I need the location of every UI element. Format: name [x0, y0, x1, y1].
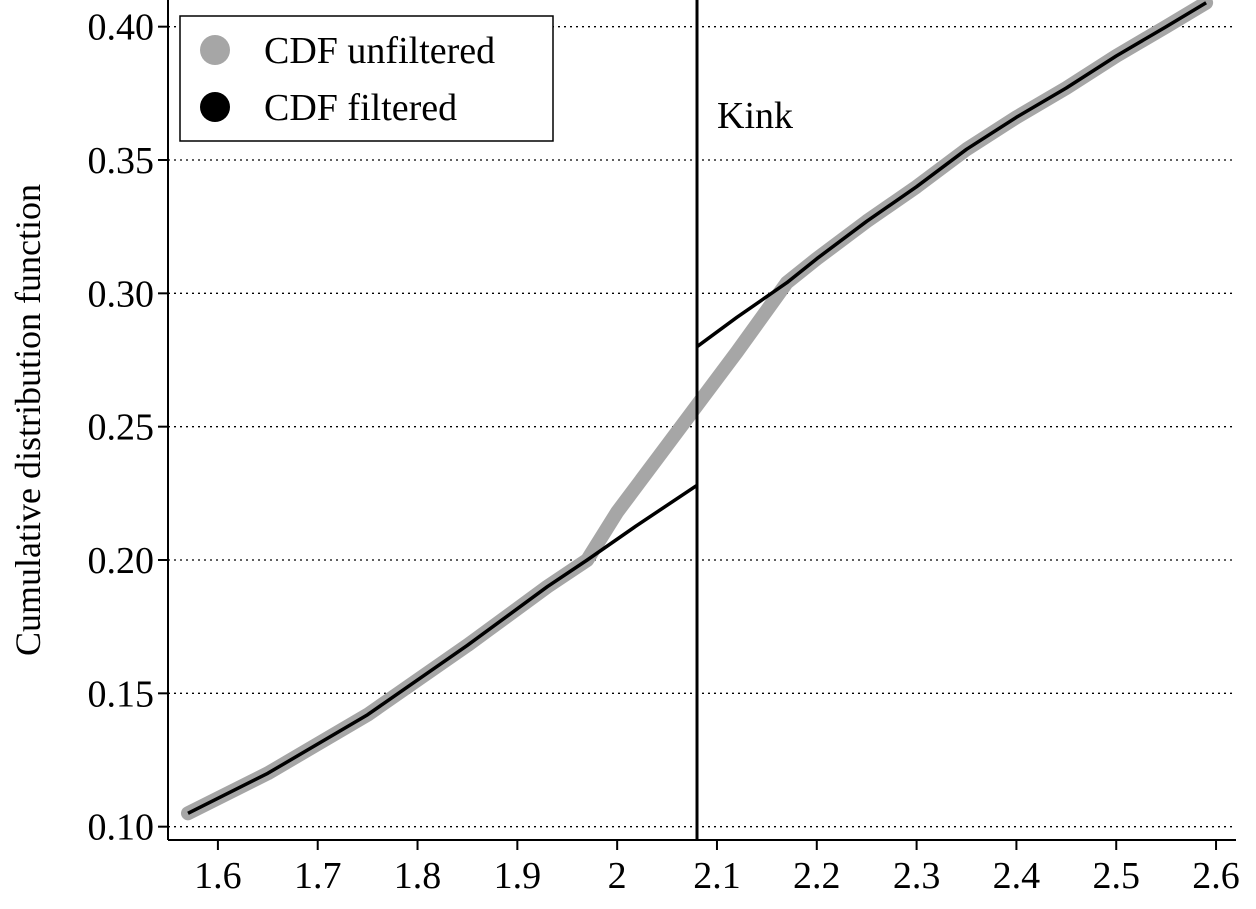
y-tick-label: 0.20	[88, 540, 155, 582]
x-tick-label: 2.3	[893, 855, 941, 897]
y-tick-label: 0.15	[88, 673, 155, 715]
x-tick-label: 2.5	[1092, 855, 1140, 897]
x-tick-label: 1.9	[494, 855, 542, 897]
x-tick-label: 1.7	[294, 855, 342, 897]
y-tick-label: 0.25	[88, 407, 155, 449]
y-tick-label: 0.30	[88, 273, 155, 315]
y-tick-label: 0.10	[88, 807, 155, 849]
y-tick-label: 0.35	[88, 140, 155, 182]
series-line-filtered-1	[187, 483, 698, 815]
x-tick-label: 2	[608, 855, 627, 897]
axes	[158, 0, 1236, 850]
series-line-filtered-2	[695, 1, 1208, 349]
gridlines	[168, 26, 1236, 828]
x-tick-label: 1.8	[394, 855, 442, 897]
legend-marker-2	[200, 92, 230, 122]
kink-line: Kink	[695, 0, 793, 840]
y-tick-label: 0.40	[88, 7, 155, 49]
y-axis-label: Cumulative distribution function	[8, 184, 48, 656]
x-tick-label: 2.1	[693, 855, 741, 897]
legend-marker-1	[200, 35, 230, 65]
x-tick-label: 1.6	[194, 855, 242, 897]
x-tick-label: 2.4	[993, 855, 1041, 897]
x-tick-label: 2.6	[1192, 855, 1240, 897]
kink-label: Kink	[717, 95, 793, 137]
legend-label-2: CDF filtered	[264, 87, 457, 129]
tick-labels: 0.10 0.15 0.20 0.25 0.30 0.35 0.40 1.6 1.7 1.8 1.9…	[88, 7, 1240, 897]
legend-box	[179, 15, 554, 142]
x-tick-label: 2.2	[793, 855, 841, 897]
legend: CDF unfiltered CDF filtered	[179, 15, 554, 142]
legend-label-1: CDF unfiltered	[264, 30, 495, 72]
series-lines	[181, 0, 1214, 821]
